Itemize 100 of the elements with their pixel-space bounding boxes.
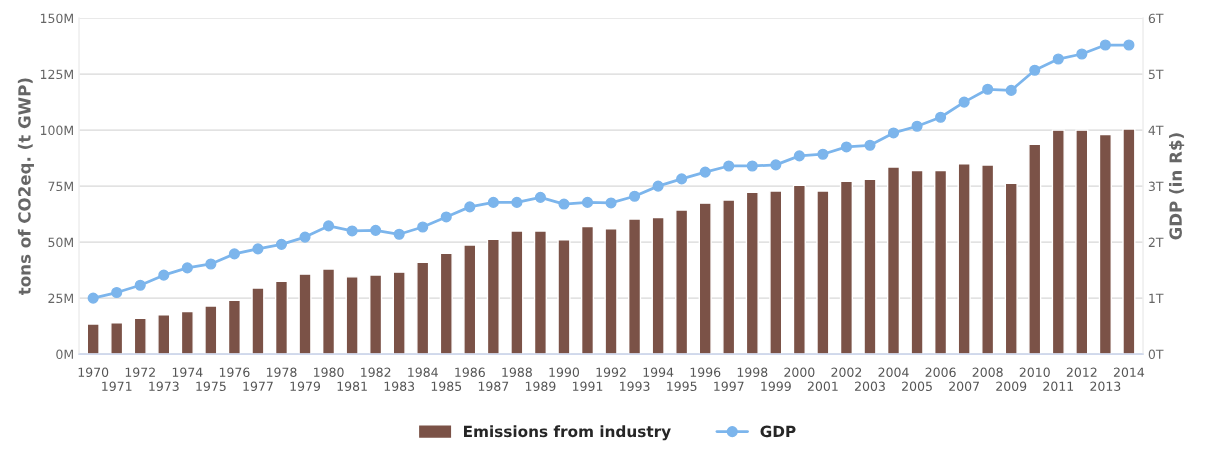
y-tick-label: 75M	[48, 181, 73, 192]
bar	[157, 314, 171, 355]
point	[511, 196, 523, 208]
bar	[816, 190, 830, 355]
bar	[416, 261, 430, 355]
bar	[1075, 129, 1089, 355]
bar	[251, 287, 265, 355]
bar	[510, 230, 524, 355]
x-tick-label: 1979	[290, 381, 321, 391]
point	[676, 173, 688, 185]
y-tick-label: 0M	[56, 349, 73, 360]
point	[1029, 64, 1041, 76]
y-axis-title: tons of CO2eq. (t GWP)	[17, 78, 34, 295]
point	[982, 83, 994, 95]
bar	[369, 274, 383, 355]
bar	[580, 225, 595, 355]
x-tick-label: 2005	[902, 381, 932, 391]
point	[887, 127, 900, 139]
point	[205, 258, 217, 270]
legend-label: GDP	[760, 425, 796, 438]
point	[158, 269, 170, 281]
x-tick-label: 1981	[337, 381, 367, 391]
bar	[839, 180, 854, 355]
x-tick-label: 1992	[596, 367, 626, 377]
point	[723, 160, 735, 172]
x-tick-label: 2006	[925, 367, 956, 377]
y2-tick-label: 5T	[1148, 69, 1164, 80]
point	[87, 292, 99, 304]
bar	[1098, 133, 1112, 355]
point	[370, 224, 382, 236]
bar	[274, 280, 289, 355]
point	[581, 196, 594, 208]
point	[746, 160, 758, 172]
y-tick-label: 125M	[40, 69, 73, 80]
y2-tick-label: 6T	[1148, 13, 1164, 24]
x-tick-label: 1973	[149, 381, 179, 391]
x-tick-label: 1975	[196, 381, 226, 391]
bar	[180, 310, 194, 355]
x-tick-label: 1982	[361, 367, 391, 377]
point	[323, 220, 335, 232]
point	[275, 238, 288, 250]
x-tick-label: 1977	[243, 381, 273, 391]
bar	[133, 317, 147, 355]
x-tick-label: 1972	[125, 367, 155, 377]
x-tick-label: 1995	[667, 381, 697, 391]
x-tick-label: 2014	[1113, 367, 1145, 377]
bar	[227, 299, 241, 355]
bar	[298, 273, 312, 355]
point	[1005, 84, 1017, 96]
y2-tick-label: 0T	[1148, 349, 1164, 360]
x-tick-label: 1998	[737, 367, 768, 377]
x-tick-label: 1984	[408, 367, 438, 377]
point	[958, 96, 970, 108]
x-tick-label: 2002	[831, 367, 862, 377]
bar	[698, 202, 712, 355]
point	[111, 286, 123, 299]
y-tick-label: 100M	[40, 125, 73, 136]
x-tick-label: 2013	[1090, 381, 1121, 391]
bar	[86, 323, 100, 355]
bar	[792, 184, 806, 355]
point	[1052, 53, 1064, 65]
x-tick-label: 2011	[1043, 381, 1074, 391]
point	[864, 139, 876, 151]
point	[840, 141, 852, 153]
bar	[439, 252, 453, 355]
bar	[651, 216, 665, 355]
bar	[627, 218, 642, 355]
legend-label: Emissions from industry	[464, 425, 671, 441]
point	[534, 191, 546, 203]
y2-tick-label: 1T	[1149, 293, 1164, 303]
y2-tick-label: 4T	[1148, 125, 1164, 135]
y-tick-label: 50M	[48, 237, 73, 248]
x-tick-label: 1987	[478, 381, 509, 391]
point	[346, 225, 358, 237]
x-tick-label: 1994	[643, 367, 674, 377]
y2-axis-title: GDP (in R$)	[1169, 133, 1185, 240]
bar	[675, 209, 689, 355]
x-tick-label: 1971	[102, 381, 132, 391]
x-tick-label: 2008	[972, 367, 1003, 377]
x-tick-label: 2004	[878, 367, 909, 377]
x-tick-label: 1997	[714, 381, 744, 391]
x-tick-label: 1983	[384, 381, 415, 391]
x-tick-label: 1970	[78, 367, 109, 377]
y-tick-label: 150M	[40, 13, 73, 24]
point	[181, 262, 193, 274]
bar	[486, 238, 500, 355]
bar	[934, 169, 948, 355]
x-tick-label: 2009	[996, 381, 1027, 391]
x-tick-label: 1988	[502, 367, 532, 377]
x-tick-label: 2010	[1019, 367, 1050, 377]
x-tick-label: 1978	[266, 367, 297, 377]
point	[252, 243, 264, 255]
x-tick-label: 2001	[807, 381, 838, 391]
point	[134, 279, 146, 291]
point	[228, 248, 240, 260]
bar	[557, 239, 571, 355]
bar	[604, 227, 618, 355]
bar	[321, 268, 336, 355]
x-tick-label: 2012	[1066, 367, 1097, 377]
bar	[1004, 182, 1018, 355]
